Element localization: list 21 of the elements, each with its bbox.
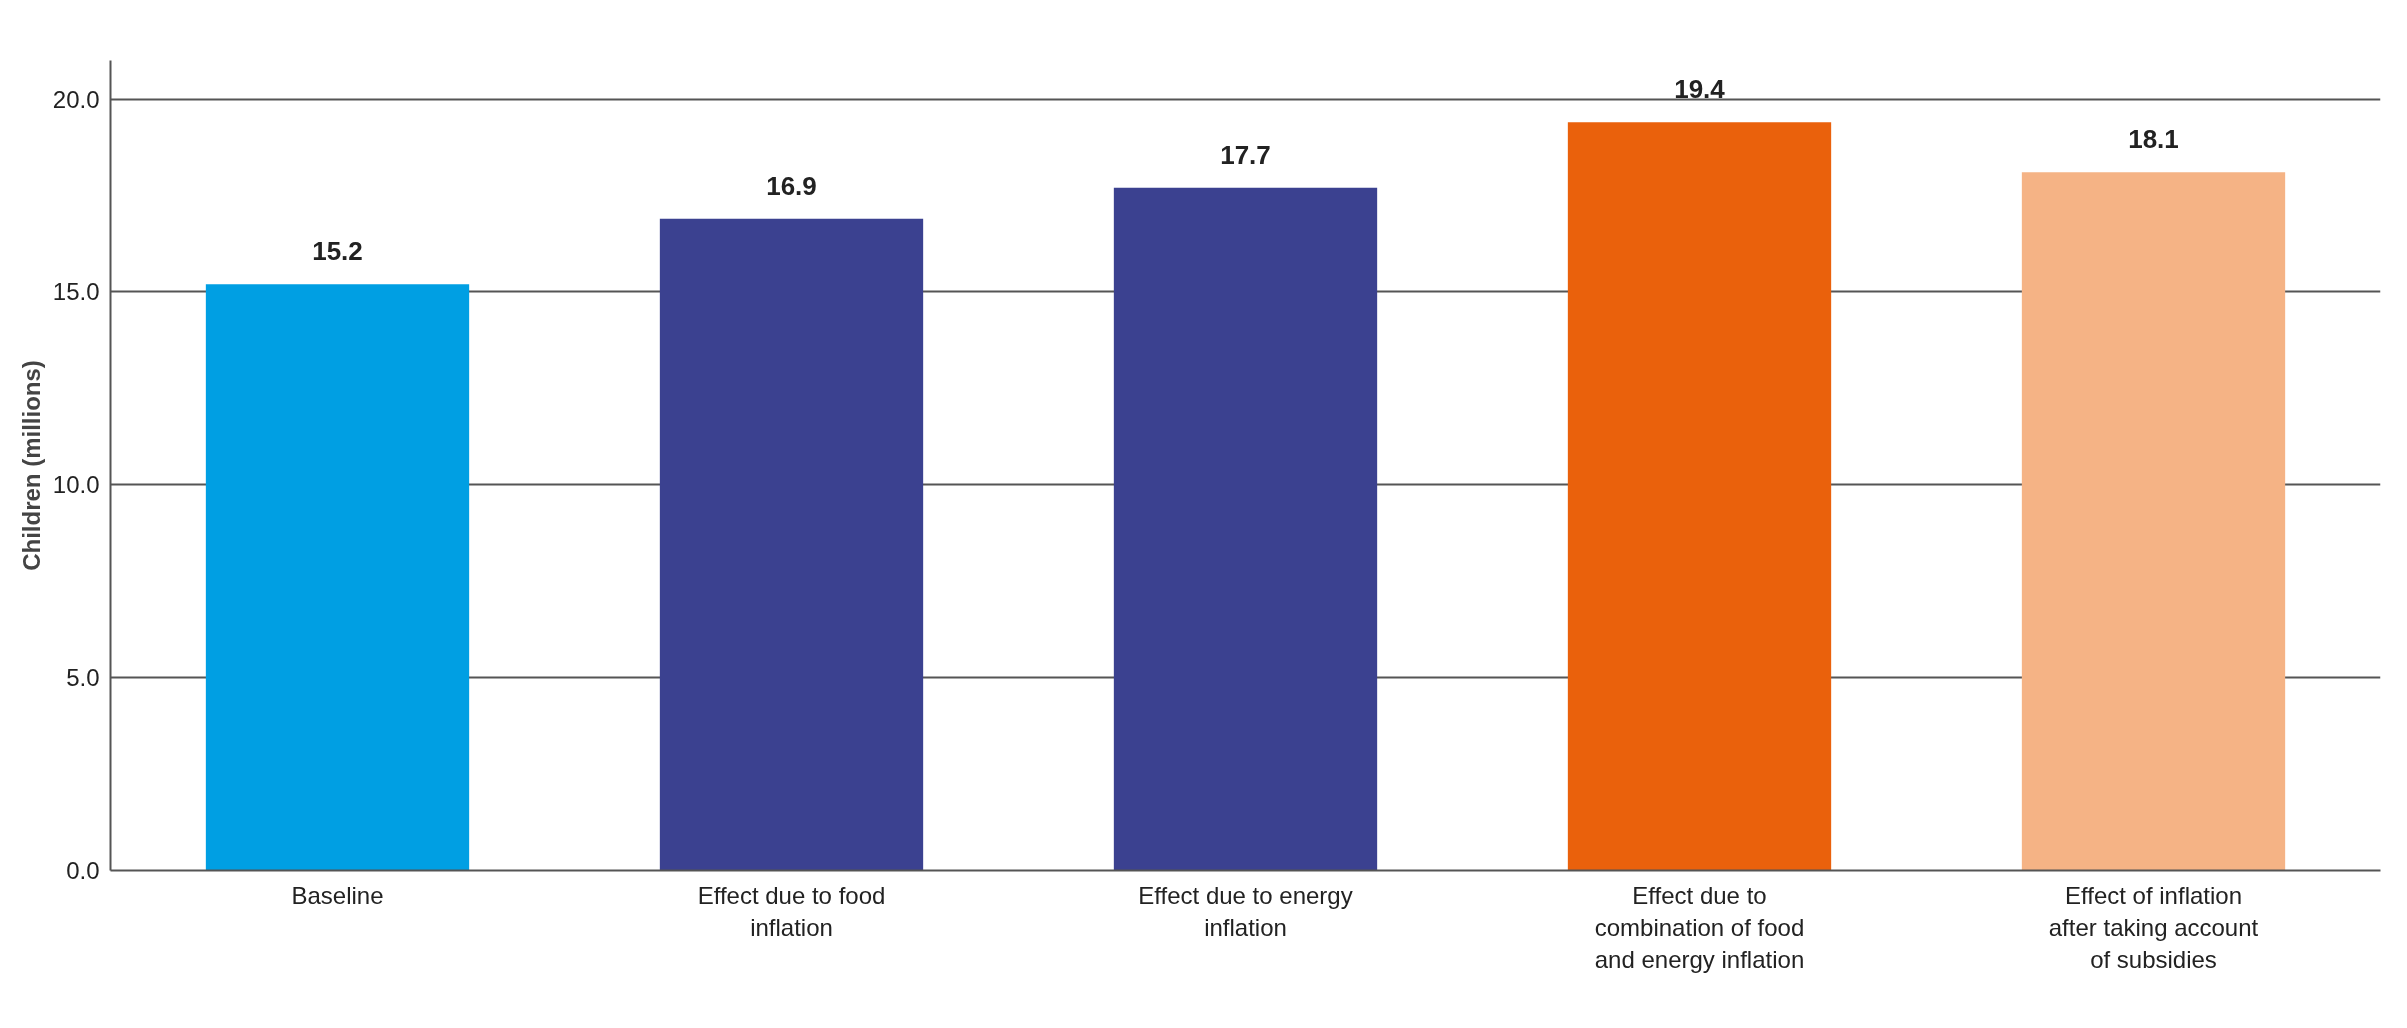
- x-tick-label: Effect of inflation after taking account of subsidies: [2048, 881, 2259, 974]
- y-tick-label: 5.0: [66, 664, 100, 692]
- bar: [205, 284, 470, 871]
- y-tick-label: 20.0: [52, 85, 100, 113]
- bar: [1567, 122, 1832, 871]
- bar: [2021, 172, 2286, 871]
- data-label: 19.4: [1674, 74, 1726, 105]
- x-tick-label: Effect due to food inflation: [697, 881, 886, 941]
- x-tick-label: Effect due to energy inflation: [1138, 881, 1353, 941]
- y-tick-label: 0.0: [66, 857, 100, 884]
- y-tick-label: 10.0: [52, 471, 100, 499]
- data-label: 16.9: [766, 170, 817, 201]
- x-tick-label: Effect due to combination of food and energy inflation: [1594, 881, 1805, 974]
- bar: [1113, 187, 1378, 871]
- y-tick-label: 15.0: [52, 278, 100, 306]
- data-label: 17.7: [1220, 139, 1271, 170]
- data-label: 15.2: [312, 236, 363, 267]
- y-axis-title: Children (millions): [17, 360, 45, 571]
- x-tick-label: Baseline: [291, 881, 384, 909]
- data-label: 18.1: [2128, 124, 2179, 155]
- bar: [659, 218, 924, 871]
